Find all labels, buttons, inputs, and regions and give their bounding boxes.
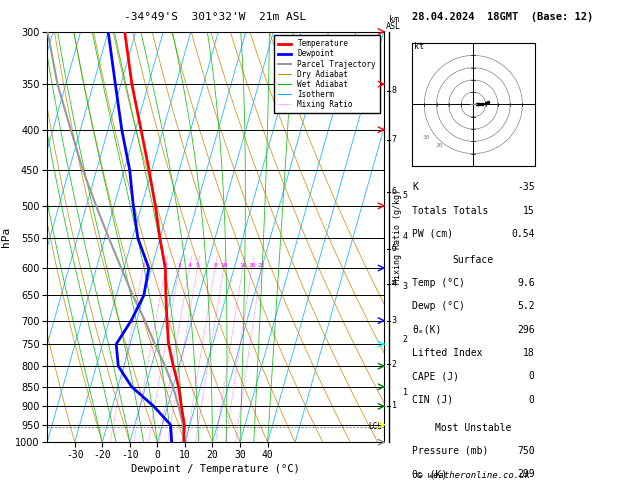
Text: 5: 5 [392,244,397,253]
Text: θₑ (K): θₑ (K) [412,469,447,479]
Text: 0: 0 [529,371,535,381]
Text: 15: 15 [523,206,535,216]
Text: 4: 4 [392,279,397,288]
X-axis label: Dewpoint / Temperature (°C): Dewpoint / Temperature (°C) [131,464,300,474]
Text: LCL: LCL [369,422,382,431]
Text: 2: 2 [164,263,167,268]
Text: 2: 2 [403,335,408,344]
Text: 20: 20 [248,263,256,268]
Text: 6: 6 [392,188,397,196]
Text: -35: -35 [517,182,535,192]
Text: 296: 296 [517,325,535,334]
Text: 2: 2 [392,360,397,369]
Text: 28.04.2024  18GMT  (Base: 12): 28.04.2024 18GMT (Base: 12) [412,12,593,22]
Text: Temp (°C): Temp (°C) [412,278,465,288]
Text: km: km [389,15,399,24]
Text: 9.6: 9.6 [517,278,535,288]
Text: 4: 4 [403,232,408,242]
Text: Totals Totals: Totals Totals [412,206,488,216]
Text: 20: 20 [435,143,443,148]
Text: 0: 0 [529,395,535,404]
Text: 30: 30 [423,135,430,140]
Legend: Temperature, Dewpoint, Parcel Trajectory, Dry Adiabat, Wet Adiabat, Isotherm, Mi: Temperature, Dewpoint, Parcel Trajectory… [274,35,380,113]
Text: θₑ(K): θₑ(K) [412,325,442,334]
Text: 5: 5 [403,191,408,200]
Text: CAPE (J): CAPE (J) [412,371,459,381]
Text: 0.54: 0.54 [511,229,535,239]
Text: Surface: Surface [453,255,494,264]
Text: 3: 3 [392,316,397,325]
Text: Pressure (mb): Pressure (mb) [412,446,488,456]
Text: Mixing Ratio (g/kg): Mixing Ratio (g/kg) [393,190,403,284]
Text: 18: 18 [523,348,535,358]
Text: 3: 3 [403,282,408,291]
Text: 1: 1 [142,263,145,268]
Text: 1: 1 [403,388,408,398]
Text: 10: 10 [220,263,228,268]
Text: CIN (J): CIN (J) [412,395,453,404]
Text: 7: 7 [392,135,397,144]
Text: 5.2: 5.2 [517,301,535,311]
Text: 5: 5 [196,263,199,268]
Text: Dewp (°C): Dewp (°C) [412,301,465,311]
Text: © weatheronline.co.uk: © weatheronline.co.uk [417,471,530,480]
Text: 16: 16 [239,263,247,268]
Text: -34°49'S  301°32'W  21m ASL: -34°49'S 301°32'W 21m ASL [125,12,306,22]
Text: Most Unstable: Most Unstable [435,422,511,433]
Text: 8: 8 [392,87,397,95]
Text: Lifted Index: Lifted Index [412,348,482,358]
Text: 8: 8 [213,263,217,268]
Text: K: K [412,182,418,192]
Text: 4: 4 [187,263,191,268]
Text: kt: kt [415,42,425,52]
Text: 750: 750 [517,446,535,456]
Text: 299: 299 [517,469,535,479]
Text: PW (cm): PW (cm) [412,229,453,239]
Text: 1: 1 [392,401,397,411]
Text: 3: 3 [177,263,181,268]
Text: ASL: ASL [386,22,401,31]
Text: 25: 25 [258,263,265,268]
Y-axis label: hPa: hPa [1,227,11,247]
